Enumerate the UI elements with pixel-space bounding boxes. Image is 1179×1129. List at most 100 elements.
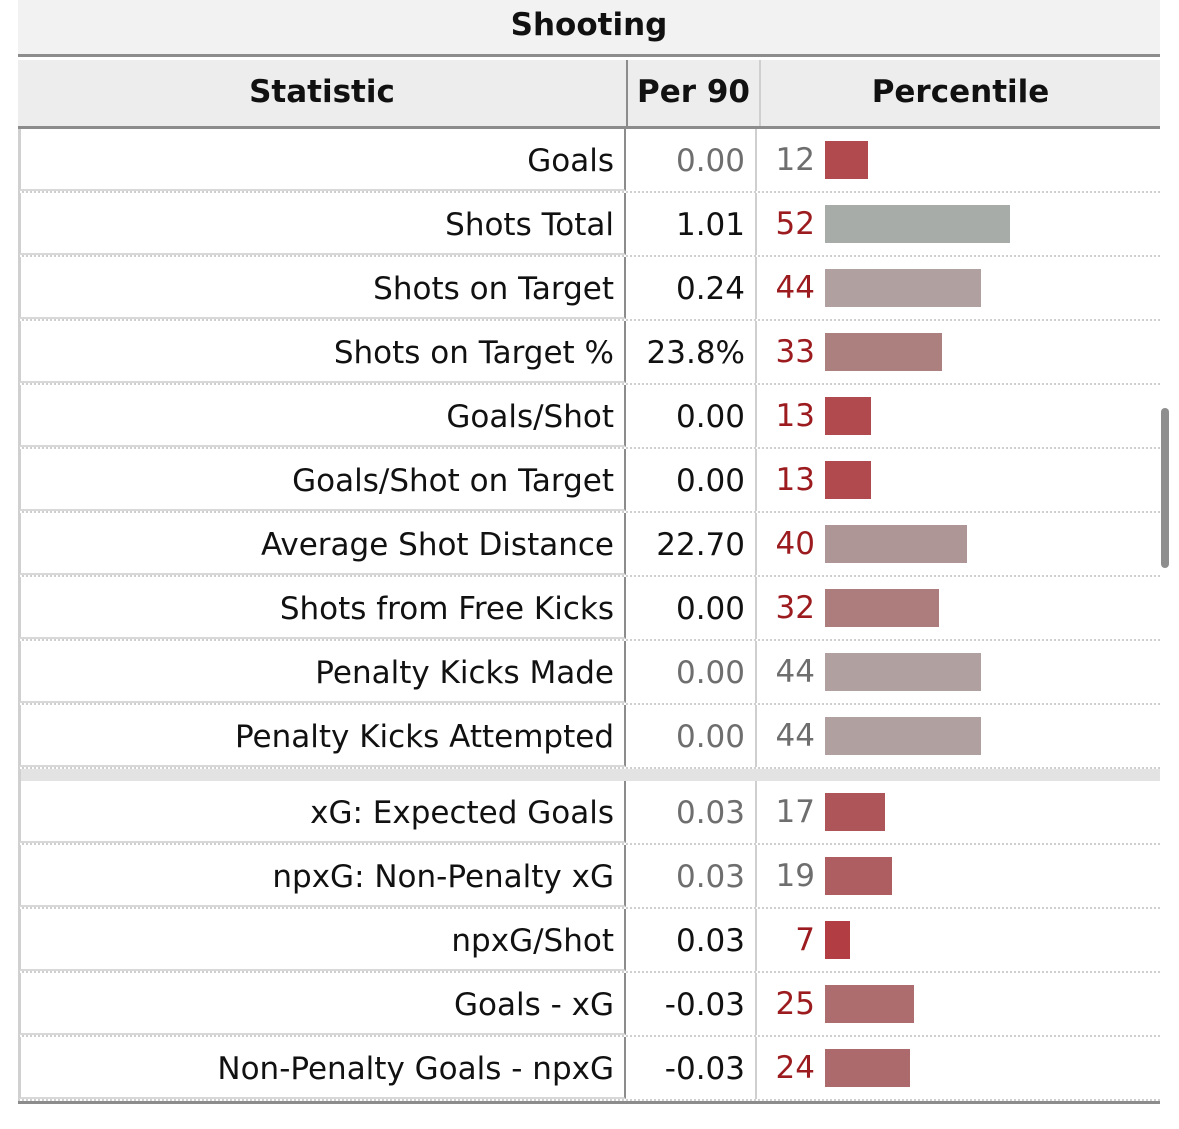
per90-value: -0.03 bbox=[626, 1037, 757, 1099]
percentile-bar bbox=[825, 985, 914, 1023]
table-body-expected: xG: Expected Goals 0.03 17 npxG: Non-Penalt… bbox=[18, 781, 1160, 1101]
percentile-bar bbox=[825, 397, 872, 435]
per90-value: 0.00 bbox=[626, 641, 757, 703]
stat-name: Shots from Free Kicks bbox=[18, 577, 626, 639]
percentile-bar bbox=[825, 205, 1010, 243]
stat-name: Average Shot Distance bbox=[18, 513, 626, 575]
table-row: Shots on Target % 23.8% 33 bbox=[18, 321, 1160, 385]
percentile-value: 13 bbox=[775, 462, 815, 498]
per90-value: 1.01 bbox=[626, 193, 757, 255]
stat-name: Penalty Kicks Made bbox=[18, 641, 626, 703]
per90-value: 22.70 bbox=[626, 513, 757, 575]
table-row: Goals - xG -0.03 25 bbox=[18, 973, 1160, 1037]
per90-value: 0.03 bbox=[626, 909, 757, 971]
table-body-standard: Goals 0.00 12 Shots Total 1.01 52 Shots on Tar… bbox=[18, 129, 1160, 769]
table-row: Goals/Shot 0.00 13 bbox=[18, 385, 1160, 449]
per90-value: -0.03 bbox=[626, 973, 757, 1035]
stat-name: Goals bbox=[18, 129, 626, 191]
percentile-value: 40 bbox=[775, 526, 815, 562]
percentile-cell: 44 bbox=[757, 257, 1160, 319]
scrollbar-thumb[interactable] bbox=[1161, 408, 1169, 568]
table-row: npxG: Non-Penalty xG 0.03 19 bbox=[18, 845, 1160, 909]
table-row: Penalty Kicks Made 0.00 44 bbox=[18, 641, 1160, 705]
percentile-cell: 40 bbox=[757, 513, 1160, 575]
header-percentile[interactable]: Percentile bbox=[871, 74, 1050, 110]
percentile-bar bbox=[825, 525, 967, 563]
per90-value: 0.24 bbox=[626, 257, 757, 319]
percentile-bar bbox=[825, 1049, 911, 1087]
table-row: Shots Total 1.01 52 bbox=[18, 193, 1160, 257]
table-row: Average Shot Distance 22.70 40 bbox=[18, 513, 1160, 577]
percentile-cell: 24 bbox=[757, 1037, 1160, 1099]
percentile-bar bbox=[825, 461, 872, 499]
stat-name: Goals/Shot on Target bbox=[18, 449, 626, 511]
table-bottom-border bbox=[18, 1101, 1160, 1104]
percentile-cell: 13 bbox=[757, 449, 1160, 511]
percentile-bar bbox=[825, 333, 943, 371]
table-row: Goals 0.00 12 bbox=[18, 129, 1160, 193]
percentile-cell: 33 bbox=[757, 321, 1160, 383]
percentile-value: 44 bbox=[775, 654, 815, 690]
percentile-value: 12 bbox=[775, 142, 815, 178]
per90-value: 0.00 bbox=[626, 705, 757, 767]
percentile-cell: 44 bbox=[757, 641, 1160, 703]
percentile-bar bbox=[825, 653, 982, 691]
stat-name: Shots on Target bbox=[18, 257, 626, 319]
table-row: Non-Penalty Goals - npxG -0.03 24 bbox=[18, 1037, 1160, 1101]
per90-value: 0.03 bbox=[626, 781, 757, 843]
percentile-bar bbox=[825, 269, 982, 307]
percentile-bar bbox=[825, 589, 939, 627]
percentile-value: 44 bbox=[775, 270, 815, 306]
table-row: Shots on Target 0.24 44 bbox=[18, 257, 1160, 321]
percentile-cell: 19 bbox=[757, 845, 1160, 907]
stat-name: Goals/Shot bbox=[18, 385, 626, 447]
shooting-table: Shooting Statistic Per 90 Percentile Goa… bbox=[18, 0, 1160, 1104]
percentile-cell: 7 bbox=[757, 909, 1160, 971]
percentile-value: 33 bbox=[775, 334, 815, 370]
percentile-value: 44 bbox=[775, 718, 815, 754]
percentile-value: 17 bbox=[775, 794, 815, 830]
table-row: Goals/Shot on Target 0.00 13 bbox=[18, 449, 1160, 513]
percentile-bar bbox=[825, 857, 893, 895]
table-row: Penalty Kicks Attempted 0.00 44 bbox=[18, 705, 1160, 769]
percentile-cell: 13 bbox=[757, 385, 1160, 447]
percentile-cell: 52 bbox=[757, 193, 1160, 255]
percentile-value: 25 bbox=[775, 986, 815, 1022]
percentile-value: 32 bbox=[775, 590, 815, 626]
stat-name: Goals - xG bbox=[18, 973, 626, 1035]
table-header: Statistic Per 90 Percentile bbox=[18, 57, 1160, 129]
percentile-value: 7 bbox=[795, 922, 815, 958]
percentile-cell: 32 bbox=[757, 577, 1160, 639]
percentile-bar bbox=[825, 921, 850, 959]
per90-value: 0.00 bbox=[626, 385, 757, 447]
table-row: xG: Expected Goals 0.03 17 bbox=[18, 781, 1160, 845]
stat-name: npxG/Shot bbox=[18, 909, 626, 971]
percentile-bar bbox=[825, 141, 868, 179]
header-per90[interactable]: Per 90 bbox=[628, 60, 761, 126]
percentile-value: 24 bbox=[775, 1050, 815, 1086]
per90-value: 0.03 bbox=[626, 845, 757, 907]
per90-value: 23.8% bbox=[626, 321, 757, 383]
per90-value: 0.00 bbox=[626, 129, 757, 191]
section-divider bbox=[18, 769, 1160, 781]
table-caption: Shooting bbox=[18, 0, 1160, 57]
percentile-value: 19 bbox=[775, 858, 815, 894]
percentile-value: 52 bbox=[775, 206, 815, 242]
per90-value: 0.00 bbox=[626, 449, 757, 511]
percentile-cell: 17 bbox=[757, 781, 1160, 843]
stat-name: Shots on Target % bbox=[18, 321, 626, 383]
percentile-cell: 12 bbox=[757, 129, 1160, 191]
percentile-bar bbox=[825, 793, 886, 831]
stat-name: Shots Total bbox=[18, 193, 626, 255]
stat-name: npxG: Non-Penalty xG bbox=[18, 845, 626, 907]
header-statistic[interactable]: Statistic bbox=[18, 60, 628, 126]
percentile-bar bbox=[825, 717, 982, 755]
percentile-cell: 25 bbox=[757, 973, 1160, 1035]
percentile-cell: 44 bbox=[757, 705, 1160, 767]
stat-name: Non-Penalty Goals - npxG bbox=[18, 1037, 626, 1099]
stat-name: Penalty Kicks Attempted bbox=[18, 705, 626, 767]
table-row: Shots from Free Kicks 0.00 32 bbox=[18, 577, 1160, 641]
stat-name: xG: Expected Goals bbox=[18, 781, 626, 843]
per90-value: 0.00 bbox=[626, 577, 757, 639]
percentile-value: 13 bbox=[775, 398, 815, 434]
